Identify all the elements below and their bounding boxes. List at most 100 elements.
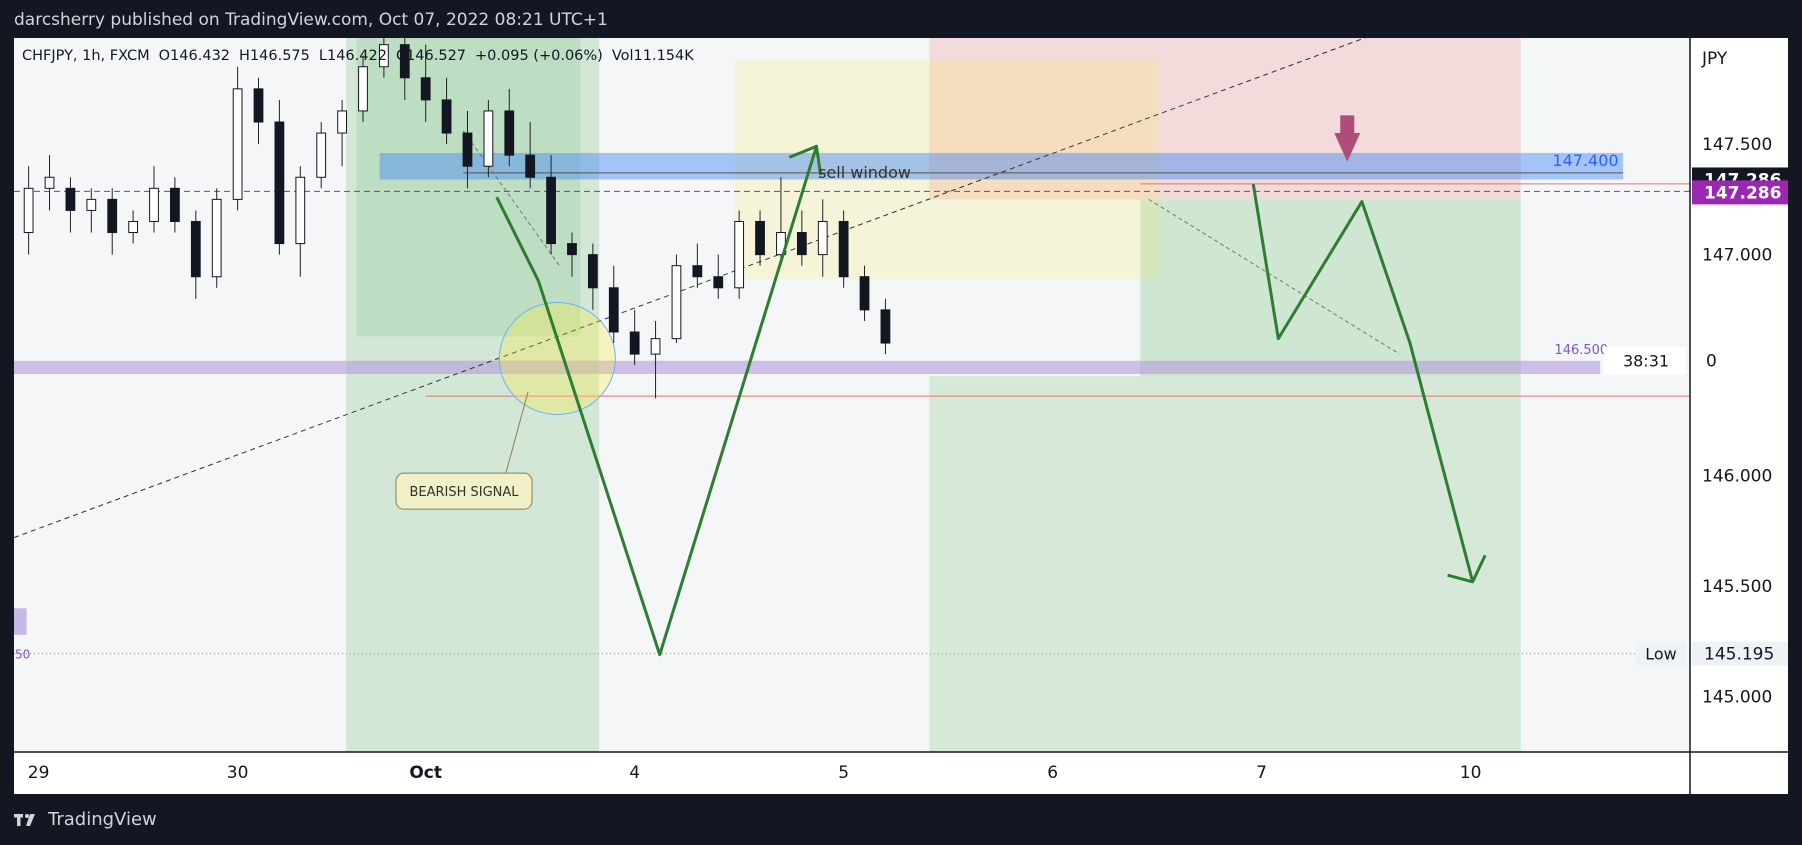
zigzag-arrowhead-1 [788, 144, 823, 176]
tradingview-logo-icon [14, 813, 35, 826]
candle-body-15 [337, 110, 347, 134]
legend-volume: Vol11.154K [611, 48, 694, 64]
candle-body-5 [128, 220, 139, 234]
countdown-label: 38:31 [1623, 352, 1669, 371]
candle-body-13 [295, 176, 306, 245]
partial-price-label: 0 [1706, 352, 1717, 372]
candle-body-35 [755, 220, 765, 256]
candle-body-26 [567, 243, 577, 256]
rising-trendline [13, 38, 1367, 539]
left-partial-label: 50 [15, 648, 30, 662]
symbol-legend: CHFJPY, 1h, FXCM O146.432 H146.575 L146.422… [22, 48, 703, 64]
candle-body-7 [170, 187, 180, 222]
candle-body-22 [483, 110, 494, 167]
descending-dotted-line-2 [1148, 198, 1400, 355]
x-tick-7: 10 [1460, 763, 1482, 783]
green-session-zone-1 [346, 38, 600, 752]
buy-zone-band [14, 360, 1601, 374]
alert-price-label: 147.286 [1704, 183, 1781, 203]
candle-body-11 [253, 88, 264, 123]
tradingview-logo[interactable]: TradingView [14, 809, 157, 830]
price-axis-background [1690, 38, 1788, 752]
candle-body-25 [546, 176, 556, 245]
low-price-tag [1692, 641, 1788, 666]
x-tick-3: 4 [629, 763, 640, 783]
candle-body-1 [44, 176, 55, 189]
y-tick-4: 145.000 [1702, 688, 1772, 708]
candle-body-8 [190, 220, 201, 278]
x-tick-6: 7 [1256, 763, 1267, 783]
candle-body-16 [358, 66, 368, 112]
green-target-zone [1140, 199, 1521, 377]
legend-low: L146.422 [318, 48, 387, 64]
low-price-label: 145.195 [1704, 645, 1774, 665]
candle-body-21 [462, 132, 473, 167]
legend-open: O146.432 [158, 48, 231, 64]
candle-body-18 [399, 44, 410, 79]
left-partial-label-box [14, 608, 27, 635]
y-tick-3: 145.500 [1702, 577, 1772, 597]
candle-body-12 [274, 121, 285, 245]
low-label-box [1636, 641, 1686, 666]
candle-body-33 [713, 276, 724, 289]
legend-close: C146.527 [395, 48, 467, 64]
bearish-signal-box [395, 472, 533, 510]
candle-body-24 [525, 154, 536, 178]
bearish-signal-circle [498, 302, 616, 416]
legend-high: H146.575 [239, 48, 310, 64]
candle-body-9 [211, 198, 222, 278]
candle-body-41 [880, 309, 891, 344]
candle-body-37 [796, 232, 807, 256]
candle-body-19 [420, 77, 431, 101]
x-tick-5: 6 [1047, 763, 1058, 783]
footer-bar: TradingView [0, 794, 1802, 845]
currency-label: JPY [1701, 49, 1728, 69]
low-text-label: Low [1645, 645, 1677, 664]
candle-body-38 [817, 220, 828, 256]
candle-body-3 [86, 198, 97, 211]
plot-background [14, 38, 1690, 752]
zone-lower-label: 146.500 [1554, 343, 1608, 358]
green-session-zone-1-inner [356, 38, 581, 337]
y-tick-1: 147.000 [1702, 246, 1772, 266]
candle-body-28 [608, 287, 619, 333]
bearish-signal-label: BEARISH SIGNAL [409, 485, 519, 500]
x-tick-2: Oct [409, 763, 442, 783]
candle-body-2 [65, 187, 76, 211]
candle-body-10 [232, 88, 243, 200]
candle-body-34 [734, 220, 745, 289]
x-tick-1: 30 [227, 763, 249, 783]
time-axis-background [14, 752, 1690, 794]
candle-body-27 [587, 254, 598, 289]
x-tick-4: 5 [838, 763, 849, 783]
candle-body-23 [504, 110, 515, 156]
publisher-bar: darcsherry published on TradingView.com,… [0, 0, 1802, 38]
zone-upper-label: 147.400 [1552, 151, 1618, 170]
candle-body-31 [671, 265, 682, 340]
candle-body-4 [107, 198, 118, 234]
candle-body-39 [838, 220, 849, 278]
sell-zone-band [379, 152, 1624, 180]
legend-symbol: CHFJPY, 1h, FXCM [22, 48, 150, 64]
x-tick-0: 29 [28, 763, 50, 783]
alert-price-tag [1692, 180, 1788, 205]
candle-body-32 [692, 265, 703, 278]
footer-brand: TradingView [48, 809, 157, 830]
zigzag-arrowhead-2 [1447, 554, 1487, 584]
publisher-text: darcsherry published on TradingView.com,… [14, 10, 608, 30]
legend-change: +0.095 (+0.06%) [475, 48, 603, 64]
zigzag-projection-1 [495, 145, 818, 657]
candle-body-14 [316, 132, 327, 178]
zigzag-projection-2 [1251, 183, 1475, 583]
y-tick-0: 147.500 [1702, 135, 1772, 155]
candle-body-20 [441, 99, 452, 134]
countdown-box [1604, 346, 1686, 375]
candle-body-17 [379, 44, 389, 68]
y-tick-2: 146.000 [1702, 467, 1772, 487]
candle-body-29 [629, 331, 640, 355]
candle-body-6 [149, 187, 159, 222]
sell-window-label: sell window [818, 163, 911, 182]
axis-corner [1690, 752, 1788, 794]
price-chart[interactable]: sell window BEARISH SIGNAL 147.400 146.500 5… [0, 38, 1802, 794]
sell-down-arrow-icon [1334, 115, 1361, 162]
